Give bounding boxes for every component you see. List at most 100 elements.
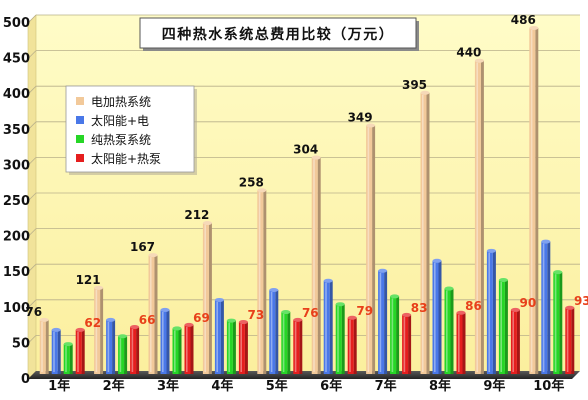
y-tick-label: 350 (3, 123, 30, 138)
gridline-side (27, 299, 37, 309)
bar (323, 278, 333, 374)
bar (366, 123, 376, 375)
bar (311, 155, 321, 374)
legend-swatch (76, 97, 84, 105)
data-label: 66 (139, 313, 156, 327)
bar (432, 258, 442, 374)
data-label: 79 (356, 304, 373, 318)
bar (160, 307, 170, 374)
x-tick-label: 9年 (483, 378, 505, 394)
data-label: 349 (348, 111, 373, 125)
data-label: 86 (465, 299, 482, 313)
x-tick-label: 8年 (429, 378, 451, 394)
x-tick-label: 3年 (157, 378, 179, 394)
data-label: 69 (193, 311, 210, 325)
bar (118, 334, 128, 374)
legend-swatch (76, 154, 84, 162)
bar (214, 297, 224, 374)
data-label: 62 (84, 316, 101, 330)
legend-label: 太阳能+热泵 (91, 151, 161, 166)
x-tick-label: 7年 (375, 378, 397, 394)
bar (565, 305, 575, 374)
bar (444, 286, 454, 374)
x-tick-label: 6年 (320, 378, 342, 394)
bar (238, 320, 248, 374)
y-tick-label: 400 (3, 87, 30, 102)
data-label: 90 (520, 296, 537, 310)
data-label: 395 (402, 78, 427, 92)
bar (184, 322, 194, 374)
gridline-side (27, 157, 37, 166)
bar (281, 310, 291, 374)
bar (498, 278, 508, 374)
data-label: 212 (184, 208, 209, 222)
bar (293, 317, 303, 374)
bar (172, 326, 182, 374)
legend-label: 纯热泵系统 (91, 133, 151, 147)
bar (474, 58, 484, 374)
bar (226, 318, 236, 374)
gridline-side (27, 85, 37, 95)
bar (148, 253, 158, 374)
gridline-side (27, 192, 37, 202)
y-tick-label: 450 (3, 52, 30, 67)
bar (75, 327, 85, 374)
gridline-side (27, 50, 37, 59)
gridline-side (27, 121, 37, 131)
y-tick-label: 0 (21, 372, 30, 387)
gridline-side (27, 228, 37, 237)
bar (39, 317, 49, 374)
data-label: 83 (411, 301, 428, 315)
data-label: 486 (511, 13, 536, 27)
bar (257, 188, 267, 374)
y-tick-label: 200 (3, 230, 30, 245)
bar (106, 317, 116, 374)
bar (202, 221, 212, 374)
bar (510, 307, 520, 374)
gridline-side (27, 263, 37, 273)
data-label: 121 (76, 273, 101, 287)
bar (269, 287, 279, 374)
bar (529, 25, 539, 375)
bar (390, 294, 400, 374)
y-tick-label: 300 (3, 158, 30, 173)
bar (51, 327, 61, 374)
y-tick-label: 150 (3, 265, 30, 280)
bar (553, 270, 563, 374)
y-tick-label: 250 (3, 194, 30, 209)
bar (486, 248, 496, 374)
data-label: 73 (248, 308, 265, 322)
x-tick-label: 1年 (48, 378, 70, 394)
x-tick-label: 4年 (211, 378, 233, 394)
bar (63, 342, 73, 374)
data-label: 93 (574, 294, 588, 308)
x-tick-label: 2年 (103, 378, 125, 394)
data-label: 304 (293, 143, 318, 157)
legend-label: 电加热系统 (91, 95, 151, 109)
bar (456, 310, 466, 374)
chart-title: 四种热水系统总费用比较（万元） (162, 26, 395, 43)
gridline-side (27, 14, 37, 24)
bar (347, 315, 357, 374)
data-label: 258 (239, 175, 264, 189)
bar (130, 325, 140, 374)
legend-swatch (76, 135, 84, 143)
legend-label: 太阳能+电 (91, 113, 149, 128)
y-tick-label: 500 (3, 16, 30, 31)
bar (94, 285, 104, 374)
bar (335, 302, 345, 374)
y-tick-label: 50 (12, 336, 30, 351)
bar (378, 268, 388, 374)
x-tick-label: 5年 (266, 378, 288, 394)
bar (402, 312, 412, 374)
data-label: 167 (130, 240, 155, 254)
data-label: 76 (302, 306, 319, 320)
bar (541, 239, 551, 374)
bar (420, 90, 430, 374)
x-tick-label: 10年 (533, 378, 564, 394)
data-label: 440 (456, 46, 481, 60)
chart-title-box: 四种热水系统总费用比较（万元） (139, 17, 419, 51)
legend-swatch (76, 116, 84, 124)
